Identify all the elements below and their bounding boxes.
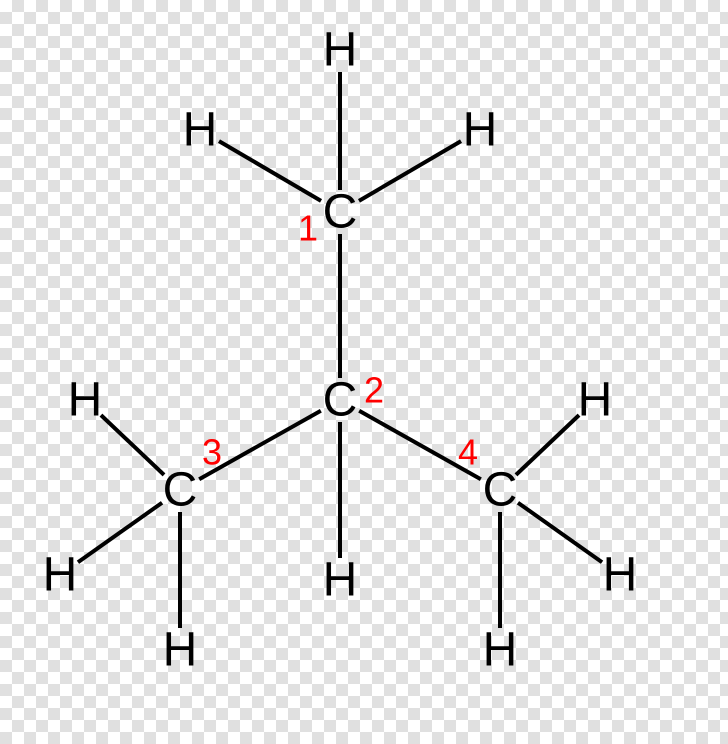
- atom-label-H1b: H: [183, 104, 218, 157]
- bonds-layer: [78, 72, 602, 628]
- atom-label-C3: C: [163, 464, 198, 517]
- atom-label-C2: C: [323, 374, 358, 427]
- atom-label-H3a: H: [68, 374, 103, 427]
- bond: [359, 141, 461, 201]
- bond: [518, 503, 602, 563]
- atom-number-C4: 4: [458, 432, 478, 473]
- bond: [78, 503, 162, 563]
- atom-label-H3b: H: [43, 549, 78, 602]
- atom-label-H2: H: [323, 554, 358, 607]
- atom-label-H3c: H: [163, 624, 198, 677]
- bond: [101, 415, 164, 475]
- atom-label-C4: C: [483, 464, 518, 517]
- molecule-svg: C1C2C3C4HHHHHHHHHH: [0, 0, 728, 744]
- atom-label-H1a: H: [323, 24, 358, 77]
- atom-number-C2: 2: [364, 370, 384, 411]
- atom-number-C1: 1: [298, 208, 318, 249]
- atom-label-H4a: H: [578, 374, 613, 427]
- atom-label-H1c: H: [463, 104, 498, 157]
- atom-label-H4b: H: [603, 549, 638, 602]
- bond: [219, 141, 321, 201]
- atom-label-H4c: H: [483, 624, 518, 677]
- bond: [516, 415, 579, 475]
- atom-label-C1: C: [323, 186, 358, 239]
- atom-number-C3: 3: [202, 432, 222, 473]
